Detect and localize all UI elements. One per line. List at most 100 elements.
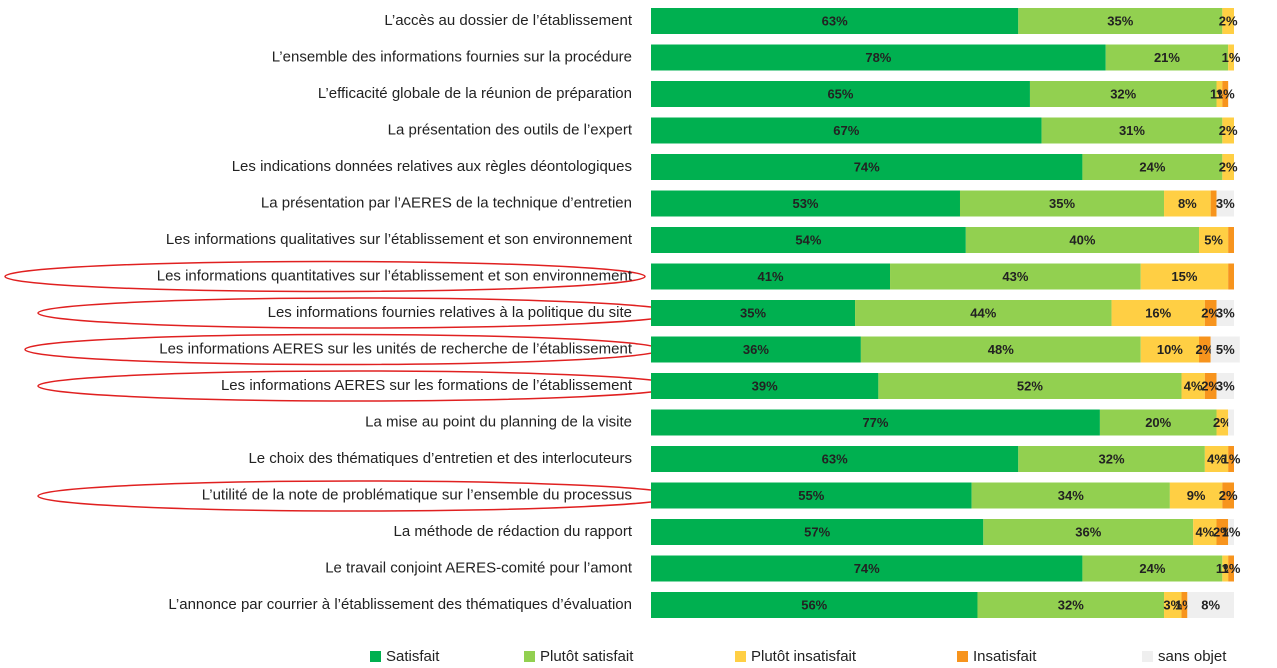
value-label: 32% [1058, 597, 1084, 612]
value-label: 36% [1075, 524, 1101, 539]
bar-segment [1222, 555, 1229, 582]
value-label: 1% [1216, 86, 1235, 101]
value-label: 2% [1201, 378, 1220, 393]
bar-segment [651, 519, 984, 545]
bar-segment [1228, 446, 1234, 472]
category-label: L’efficacité globale de la réunion de pr… [318, 85, 632, 102]
bar-segment [1216, 519, 1229, 545]
legend-label: Satisfait [386, 648, 440, 665]
bar-segment [1187, 592, 1234, 618]
value-label: 48% [988, 342, 1014, 357]
highlight-ellipse [4, 260, 646, 293]
bar-segment [651, 154, 1083, 180]
bar-segment [1228, 555, 1234, 582]
value-label: 2% [1195, 342, 1214, 357]
category-label: L’annonce par courrier à l’établissement… [168, 596, 632, 613]
category-label: La méthode de rédaction du rapport [394, 523, 633, 540]
bar-segment [651, 81, 1030, 107]
bar-segment [1140, 336, 1200, 363]
value-label: 67% [833, 123, 859, 138]
legend-swatch [1142, 651, 1153, 662]
bar-segment [1193, 519, 1217, 545]
legend-swatch [524, 651, 535, 662]
value-label: 2% [1219, 13, 1238, 28]
value-label: 4% [1207, 451, 1226, 466]
bar-segment [1140, 263, 1229, 290]
category-label: L’ensemble des informations fournies sur… [272, 48, 632, 65]
category-label: L’accès au dossier de l’établissement [384, 12, 632, 29]
value-label: 35% [740, 305, 766, 320]
bar-segment [1228, 227, 1234, 253]
value-label: 63% [822, 451, 848, 466]
value-label: 8% [1178, 196, 1197, 211]
value-label: 54% [795, 232, 821, 247]
legend-swatch [735, 651, 746, 662]
bar-segment [1164, 592, 1182, 618]
value-label: 77% [862, 415, 888, 430]
value-label: 3% [1216, 196, 1235, 211]
bar-segment [1082, 154, 1223, 180]
bar-segment [651, 409, 1100, 436]
bar-segment [1216, 300, 1234, 326]
value-label: 4% [1195, 524, 1214, 539]
value-label: 2% [1219, 159, 1238, 174]
legend-swatch [957, 651, 968, 662]
value-label: 78% [865, 50, 891, 65]
bar-segment [1210, 190, 1217, 217]
value-label: 2% [1213, 524, 1232, 539]
bar-segment [971, 482, 1170, 509]
value-label: 34% [1058, 488, 1084, 503]
category-label: Les informations AERES sur les unités de… [159, 340, 633, 357]
value-label: 3% [1216, 378, 1235, 393]
value-label: 1% [1222, 524, 1241, 539]
value-label: 20% [1145, 415, 1171, 430]
value-label: 56% [801, 597, 827, 612]
bar-segment [983, 519, 1194, 545]
bar-segment [1029, 81, 1217, 107]
value-label: 2% [1219, 488, 1238, 503]
bar-segment [651, 555, 1083, 582]
value-label: 65% [827, 86, 853, 101]
bar-segment [1216, 81, 1223, 107]
value-label: 1% [1222, 561, 1241, 576]
value-label: 35% [1049, 196, 1075, 211]
category-label: Le travail conjoint AERES-comité pour l’… [325, 559, 633, 576]
category-label: La présentation des outils de l’expert [388, 121, 633, 138]
category-label: Les informations quantitatives sur l’éta… [157, 267, 633, 284]
value-label: 39% [752, 378, 778, 393]
bar-segment [651, 592, 978, 618]
bar-segment [651, 227, 966, 253]
bar-segment [1210, 336, 1240, 363]
value-label: 41% [757, 269, 783, 284]
category-label: Les indications données relatives aux rè… [232, 158, 632, 175]
bar-segment [651, 44, 1106, 71]
value-label: 2% [1213, 415, 1232, 430]
bar-segment [1216, 190, 1234, 217]
bar-segment [651, 373, 879, 399]
value-label: 16% [1145, 305, 1171, 320]
bar-segment [1018, 446, 1205, 472]
value-label: 74% [854, 561, 880, 576]
category-label: Les informations AERES sur les formation… [221, 377, 633, 394]
bar-segment [1222, 117, 1234, 144]
value-label: 9% [1187, 488, 1206, 503]
bar-segment [959, 190, 1165, 217]
bar-segment [1204, 373, 1217, 399]
value-label: 10% [1157, 342, 1183, 357]
bar-segment [1199, 336, 1211, 363]
value-label: 32% [1110, 86, 1136, 101]
bar-segment [1228, 409, 1234, 436]
value-label: 24% [1139, 159, 1165, 174]
category-label: Le choix des thématiques d’entretien et … [248, 450, 632, 467]
value-label: 5% [1216, 342, 1235, 357]
bar-segment [1105, 44, 1229, 71]
bar-segment [1181, 373, 1205, 399]
value-label: 3% [1163, 597, 1182, 612]
legend-label: Plutôt insatisfait [751, 648, 857, 665]
legend-swatch [370, 651, 381, 662]
value-label: 44% [970, 305, 996, 320]
value-label: 32% [1099, 451, 1125, 466]
bar-segment [651, 482, 972, 509]
legend-label: Plutôt satisfait [540, 648, 634, 665]
bar-segment [1216, 373, 1234, 399]
